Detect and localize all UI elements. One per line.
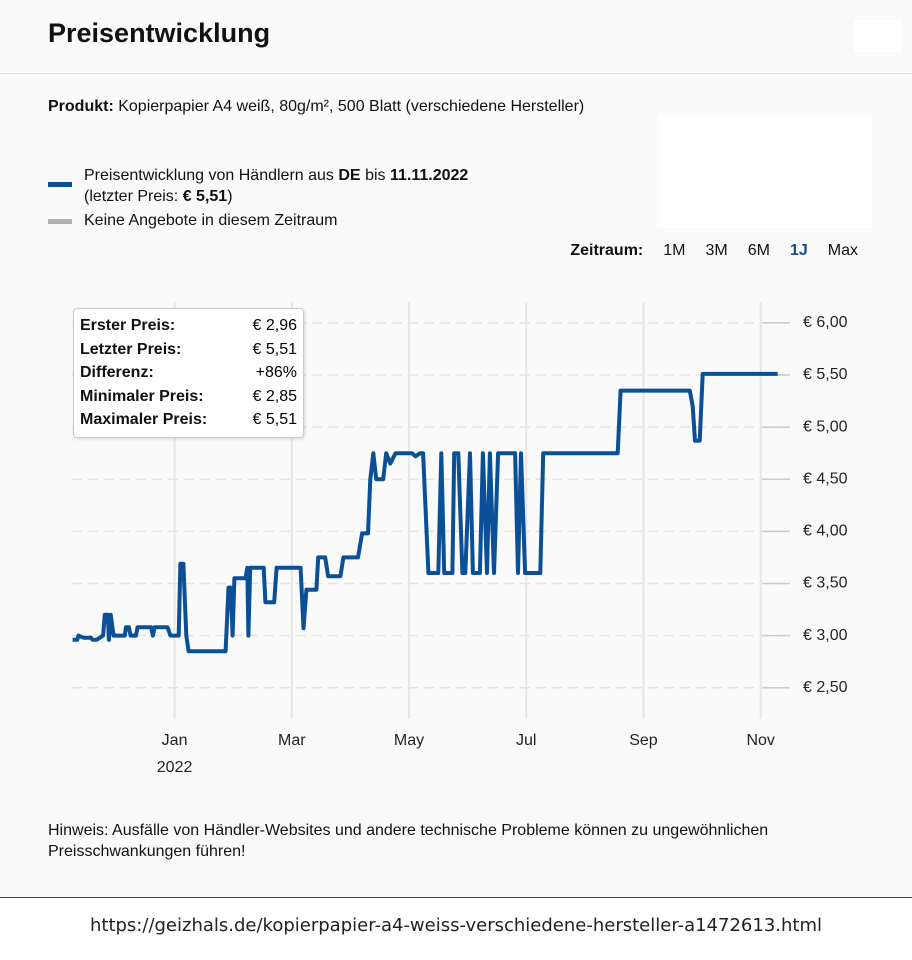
x-tick-label: May xyxy=(394,732,424,749)
y-tick-label: € 2,50 xyxy=(803,679,848,696)
page-title: Preisentwicklung xyxy=(48,18,271,48)
legend-swatch xyxy=(48,182,72,187)
tooltip-row: Minimaler Preis: € 2,85 xyxy=(80,385,297,409)
legend-text: ) xyxy=(227,188,233,205)
y-tick-label: € 3,50 xyxy=(803,575,848,592)
product-label: Produkt: xyxy=(48,98,114,115)
product: Produkt: Kopierpapier A4 weiß, 80g/m², 5… xyxy=(48,98,584,116)
legend-last-price: € 5,51 xyxy=(182,188,228,205)
tooltip-value: € 5,51 xyxy=(252,340,297,358)
x-tick-label: Nov xyxy=(746,732,774,749)
legend-entry: Preisentwicklung von Händlern aus DE bis… xyxy=(84,165,468,207)
product-text: Kopierpapier A4 weiß, 80g/m², 500 Blatt … xyxy=(118,98,585,115)
x-year-label: 2022 xyxy=(157,759,193,776)
legend-text: bis xyxy=(365,167,386,184)
tooltip-row: Erster Preis: € 2,96 xyxy=(80,314,297,338)
y-tick-label: € 3,00 xyxy=(803,627,848,644)
close-area[interactable] xyxy=(854,20,902,52)
tooltip-label: Maximaler Preis: xyxy=(80,411,208,428)
y-tick-label: € 5,50 xyxy=(803,366,848,383)
legend-country: DE xyxy=(338,167,361,184)
y-tick-label: € 4,50 xyxy=(803,470,848,487)
tooltip-value: € 2,85 xyxy=(252,387,297,405)
tooltip-label: Differenz: xyxy=(80,364,154,381)
period-selector: Zeitraum: 1M 3M 6M 1J Max xyxy=(570,242,858,260)
period-option[interactable]: 1J xyxy=(789,242,808,259)
y-tick-label: € 5,00 xyxy=(803,418,848,435)
period-option[interactable]: 6M xyxy=(747,242,770,259)
x-tick-label: Mar xyxy=(278,732,306,749)
x-tick-label: Jan xyxy=(162,732,188,749)
period-option[interactable]: 3M xyxy=(705,242,728,259)
period-label: Zeitraum: xyxy=(570,242,644,259)
x-tick-label: Jul xyxy=(516,732,536,749)
tooltip-value: € 5,51 xyxy=(252,411,297,428)
x-tick-label: Sep xyxy=(629,732,658,749)
tooltip-label: Erster Preis: xyxy=(80,317,176,334)
tooltip-row: Differenz: +86% xyxy=(80,361,297,385)
tooltip-label: Minimaler Preis: xyxy=(80,387,204,405)
legend-date: 11.11.2022 xyxy=(389,167,469,184)
legend-swatch xyxy=(48,219,72,224)
legend-text: (letzter Preis: xyxy=(84,188,179,205)
legend-text: Preisentwicklung von Händlern aus xyxy=(84,167,334,184)
period-option[interactable]: Max xyxy=(827,242,858,259)
tooltip-row: Maximaler Preis: € 5,51 xyxy=(80,408,297,432)
divider xyxy=(0,73,912,74)
period-option[interactable]: 1M xyxy=(663,242,686,259)
tooltip-value: € 2,96 xyxy=(252,317,297,334)
url: https://geizhals.de/kopierpapier-a4-weis… xyxy=(89,915,822,936)
tooltip: Erster Preis: € 2,96 Letzter Preis: € 5,51 D… xyxy=(73,308,304,438)
ad-box xyxy=(657,113,872,228)
tooltip-label: Letzter Preis: xyxy=(80,340,182,358)
price-line xyxy=(72,371,778,654)
y-tick-label: € 4,00 xyxy=(803,523,848,540)
tooltip-value: +86% xyxy=(255,364,297,381)
notice: Hinweis: Ausfälle von Händler-Websites u… xyxy=(48,822,769,860)
y-tick-label: € 6,00 xyxy=(803,314,848,331)
legend-no-offers: Keine Angebote in diesem Zeitraum xyxy=(84,212,338,229)
tooltip-row: Letzter Preis: € 5,51 xyxy=(80,338,297,362)
